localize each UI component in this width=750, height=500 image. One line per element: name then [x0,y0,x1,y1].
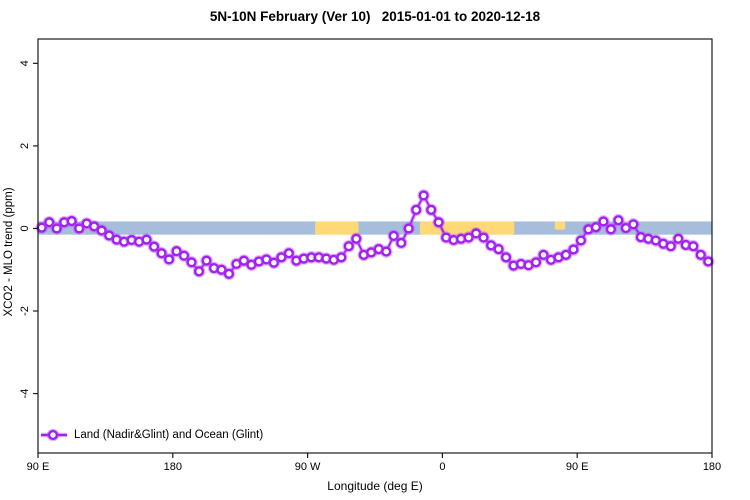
data-point-marker [426,204,437,215]
data-point-marker [478,232,489,243]
data-point-marker [141,234,152,245]
data-point-marker [695,249,706,260]
data-point-marker [268,257,280,268]
data-point-marker [471,228,482,239]
legend-marker [47,429,59,441]
data-point-marker [351,233,362,244]
data-point-marker [163,254,175,265]
data-point-marker [44,217,55,228]
data-point-marker [201,255,212,266]
data-point-marker [411,204,422,215]
x-tick-label: 180 [164,461,182,473]
data-point-marker [388,230,399,241]
data-point-marker [620,222,631,234]
data-point-marker [238,255,250,266]
data-point-marker [598,216,609,227]
data-point-marker [605,224,617,235]
y-axis-title: XCO2 - MLO trend (ppm) [3,187,15,317]
data-point-marker [703,256,714,267]
data-point-marker [485,240,497,251]
data-point-marker [74,223,85,234]
x-tick-label: 90 E [566,461,589,473]
data-point-marker [665,241,676,252]
reference-band [38,221,712,235]
data-point-marker [493,243,504,255]
data-point-marker [193,266,205,277]
data-point-marker [688,241,699,252]
data-point-marker [568,244,579,255]
data-point-marker [381,246,392,257]
data-point-marker [156,248,167,259]
y-tick-label: 4 [19,60,31,66]
y-tick-label: -2 [19,306,31,316]
data-point-marker [575,235,587,246]
data-point-marker [178,250,190,261]
data-point-marker [463,232,474,243]
data-point-marker [171,246,182,257]
chart-title: 5N-10N February (Ver 10) 2015-01-01 to 2… [209,9,541,24]
x-tick-label: 90 W [295,461,321,473]
legend-label: Land (Nadir&Glint) and Ocean (Glint) [74,429,264,441]
data-point-marker [418,190,429,201]
x-tick-label: 90 E [27,461,50,473]
data-point-marker [628,219,639,230]
y-tick-label: 2 [19,143,31,149]
data-point-marker [336,252,347,263]
data-point-marker [66,215,77,227]
data-point-marker [590,222,602,233]
y-tick-label: 0 [19,225,31,231]
data-point-marker [403,223,414,234]
band-highlight-patch [554,221,566,230]
data-point-marker [530,257,542,268]
x-tick-label: 180 [703,461,721,473]
x-tick-label: 0 [439,461,445,473]
band-highlight-patch [315,221,359,235]
data-point-marker [560,249,572,260]
data-point-marker [276,252,287,263]
data-point-marker [89,221,100,232]
plot-box [37,38,713,454]
data-point-marker [216,264,227,275]
data-point-marker [283,248,294,259]
data-point-marker [186,257,197,268]
data-point-marker [104,230,115,241]
data-point-marker [673,233,684,244]
data-point-marker [613,215,624,226]
data-point-marker [96,225,107,236]
data-point-marker [500,252,512,263]
data-point-marker [51,223,62,234]
data-point-marker [433,217,444,228]
data-point-marker [343,241,354,252]
data-point-marker [148,241,160,252]
x-axis-title: Longitude (deg E) [327,479,423,493]
data-point-marker [223,268,235,279]
data-point-marker [396,237,407,249]
data-point-marker [538,249,549,260]
y-tick-label: -4 [19,389,31,399]
